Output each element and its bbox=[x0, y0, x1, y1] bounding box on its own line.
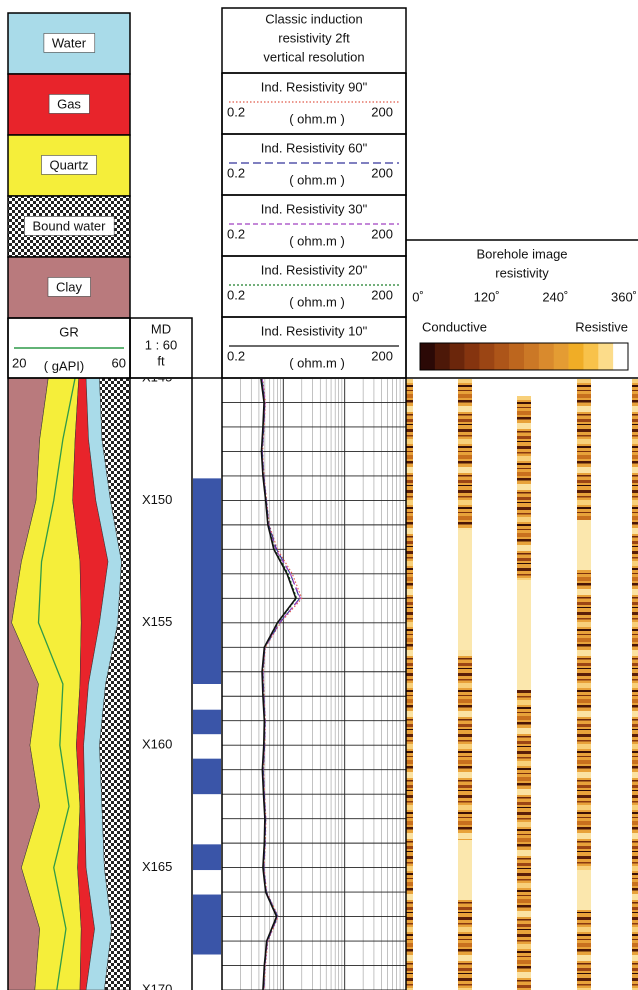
bed bbox=[193, 478, 221, 684]
image-title: resistivity bbox=[495, 265, 549, 280]
image-tick-label: 360˚ bbox=[611, 289, 637, 304]
color-scale-swatch bbox=[450, 343, 465, 370]
image-tick-label: 0˚ bbox=[412, 289, 424, 304]
curve-unit: ( ohm.m ) bbox=[289, 111, 345, 126]
curve-scale-min: 0.2 bbox=[227, 348, 245, 363]
curve-unit: ( ohm.m ) bbox=[289, 355, 345, 370]
resistivity-grid bbox=[222, 378, 406, 990]
color-scale-swatch bbox=[420, 343, 435, 370]
image-left-label: Conductive bbox=[422, 319, 487, 334]
color-scale-swatch bbox=[554, 343, 569, 370]
legend-label: Clay bbox=[56, 279, 83, 294]
borehole-image bbox=[406, 379, 638, 990]
curve-scale-max: 200 bbox=[371, 287, 393, 302]
md-header: MD bbox=[151, 321, 171, 336]
color-scale-swatch bbox=[435, 343, 450, 370]
color-scale-swatch bbox=[465, 343, 480, 370]
bed bbox=[193, 895, 221, 955]
lithology-track bbox=[8, 378, 130, 990]
resistivity-title: Classic induction bbox=[265, 11, 363, 26]
curve-scale-max: 200 bbox=[371, 348, 393, 363]
legend-label: Gas bbox=[57, 96, 81, 111]
resistivity-title: resistivity 2ft bbox=[278, 30, 350, 45]
resistivity-curve bbox=[261, 378, 296, 990]
image-right-label: Resistive bbox=[575, 319, 628, 334]
curve-scale-max: 200 bbox=[371, 165, 393, 180]
bed bbox=[193, 759, 221, 794]
image-pale-zone bbox=[577, 520, 591, 570]
bed bbox=[193, 710, 221, 734]
color-scale-swatch bbox=[569, 343, 584, 370]
md-header: 1 : 60 bbox=[145, 337, 178, 352]
gr-title: GR bbox=[59, 324, 79, 339]
image-tick-label: 240˚ bbox=[542, 289, 568, 304]
color-scale-swatch bbox=[598, 343, 613, 370]
gr-scale-min: 20 bbox=[12, 355, 26, 370]
depth-label: X170 bbox=[142, 981, 172, 990]
beds-track bbox=[193, 478, 221, 954]
curve-unit: ( ohm.m ) bbox=[289, 233, 345, 248]
curve-name: Ind. Resistivity 60" bbox=[261, 140, 368, 155]
color-scale-swatch bbox=[494, 343, 509, 370]
curve-scale-min: 0.2 bbox=[227, 104, 245, 119]
curve-scale-max: 200 bbox=[371, 226, 393, 241]
well-log: X145 X150 X155 X160 X165 X170 Water Gas Quartz B… bbox=[0, 0, 638, 990]
page: body { margin: 0; width: 638px; height: … bbox=[0, 0, 638, 990]
page-body: {"chart_data": { "type": "well-log", "de… bbox=[0, 0, 638, 990]
depth-label: X145 bbox=[142, 369, 172, 384]
legend-label: Bound water bbox=[33, 218, 107, 233]
color-scale-swatch bbox=[539, 343, 554, 370]
image-pale-zone bbox=[577, 870, 591, 910]
gr-scale-max: 60 bbox=[112, 355, 126, 370]
curve-scale-min: 0.2 bbox=[227, 287, 245, 302]
image-strip bbox=[632, 379, 638, 990]
color-scale-swatch bbox=[613, 343, 628, 370]
image-pale-zone bbox=[517, 580, 531, 690]
curve-unit: ( ohm.m ) bbox=[289, 172, 345, 187]
legend-label: Water bbox=[52, 35, 87, 50]
depth-label: X150 bbox=[142, 492, 172, 507]
image-pale-zone bbox=[458, 530, 472, 650]
image-strip bbox=[517, 396, 531, 990]
headers: Water Gas Quartz Bound water Clay GR 20 ( gAPI)… bbox=[8, 11, 637, 378]
depth-label: X165 bbox=[142, 859, 172, 874]
bed bbox=[193, 844, 221, 870]
gr-unit: ( gAPI) bbox=[44, 358, 84, 373]
resistivity-title: vertical resolution bbox=[263, 49, 364, 64]
color-scale-swatch bbox=[479, 343, 494, 370]
curve-name: Ind. Resistivity 30" bbox=[261, 201, 368, 216]
curve-unit: ( ohm.m ) bbox=[289, 294, 345, 309]
color-scale-swatch bbox=[524, 343, 539, 370]
legend-label: Quartz bbox=[49, 157, 88, 172]
curve-name: Ind. Resistivity 90" bbox=[261, 79, 368, 94]
resistivity-curve bbox=[261, 378, 296, 990]
md-header: ft bbox=[157, 353, 165, 368]
depth-label: X160 bbox=[142, 737, 172, 752]
image-pale-zone bbox=[458, 840, 472, 900]
curve-name: Ind. Resistivity 20" bbox=[261, 262, 368, 277]
resistivity-curves bbox=[261, 378, 302, 990]
curve-scale-min: 0.2 bbox=[227, 226, 245, 241]
curve-name: Ind. Resistivity 10" bbox=[261, 323, 368, 338]
image-tick-label: 120˚ bbox=[474, 289, 500, 304]
curve-scale-max: 200 bbox=[371, 104, 393, 119]
color-scale-swatch bbox=[583, 343, 598, 370]
depth-label: X155 bbox=[142, 614, 172, 629]
image-title: Borehole image bbox=[476, 246, 567, 261]
depth-labels: X145 X150 X155 X160 X165 X170 bbox=[142, 369, 172, 990]
curve-scale-min: 0.2 bbox=[227, 165, 245, 180]
color-scale-swatch bbox=[509, 343, 524, 370]
image-strip bbox=[406, 379, 413, 990]
